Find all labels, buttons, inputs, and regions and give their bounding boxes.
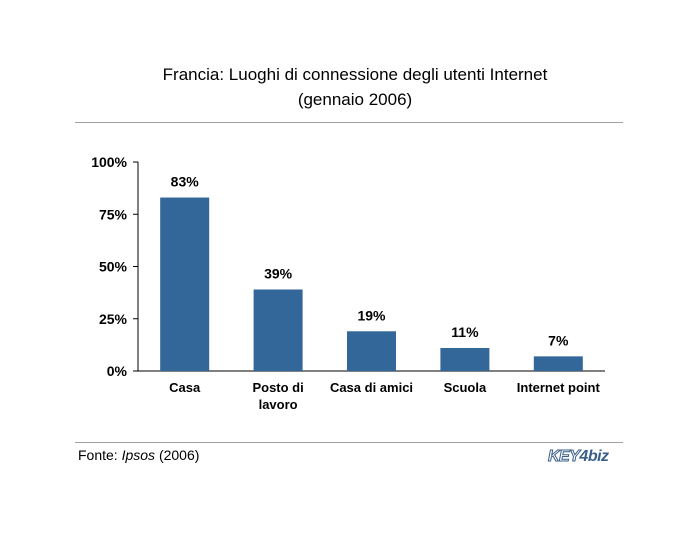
data-label: 7%: [548, 332, 569, 348]
bottom-divider: [75, 442, 623, 443]
data-label: 11%: [451, 324, 479, 340]
x-tick-label: Internet point: [517, 380, 601, 395]
source-name: Ipsos: [121, 447, 156, 463]
x-tick-label: Casa di amici: [330, 380, 413, 395]
data-label: 83%: [171, 174, 200, 190]
y-tick-label: 25%: [99, 311, 128, 327]
y-tick-label: 50%: [99, 259, 128, 275]
source-prefix: Fonte:: [78, 447, 122, 463]
bar: [160, 197, 210, 371]
top-divider: [75, 122, 623, 123]
y-tick-label: 100%: [91, 154, 127, 170]
chart-title-line-2: (gennaio 2006): [297, 90, 413, 109]
source-note: Fonte: Ipsos (2006): [78, 447, 199, 463]
key4biz-logo: KEY4biz: [547, 448, 609, 466]
y-tick-label: 75%: [99, 206, 128, 222]
bar: [347, 331, 396, 371]
y-tick-label: 0%: [107, 363, 128, 379]
x-tick-label: Posto di lavoro: [252, 380, 303, 412]
logo-part-biz: biz: [587, 448, 609, 465]
data-label: 39%: [264, 265, 293, 281]
bar: [533, 356, 583, 371]
x-tick-label: Casa: [169, 380, 201, 395]
chart-title: Francia: Luoghi di connessione degli ute…: [0, 62, 700, 112]
bar-chart: 0% 25% 50% 75% 100% 83% Casa 39% Posto di lavoro 1…: [91, 154, 605, 412]
bar: [440, 348, 490, 371]
x-tick-label: Scuola: [444, 380, 487, 395]
logo-part-4: 4: [579, 448, 588, 465]
source-year: (2006): [155, 447, 200, 463]
logo-part-key: KEY: [547, 448, 580, 466]
data-label: 19%: [357, 307, 386, 323]
bar: [253, 289, 303, 371]
chart-title-line-1: Francia: Luoghi di connessione degli ute…: [162, 65, 548, 84]
